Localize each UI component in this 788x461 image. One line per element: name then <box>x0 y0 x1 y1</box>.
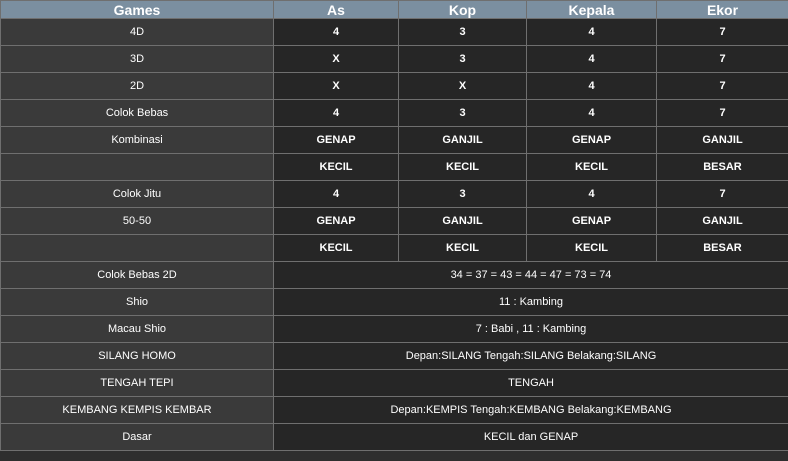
ekor-value: 7 <box>656 72 788 100</box>
kepala-value: 4 <box>526 99 657 127</box>
header-games: Games <box>0 0 274 19</box>
table-row: TENGAH TEPI TENGAH <box>0 369 788 397</box>
result-value: 7 : Babi , 11 : Kambing <box>273 315 788 343</box>
as-value: KECIL <box>273 234 399 262</box>
table-row: Dasar KECIL dan GENAP <box>0 423 788 451</box>
as-value: 4 <box>273 99 399 127</box>
as-value: X <box>273 45 399 73</box>
game-name: Dasar <box>0 423 274 451</box>
kop-value: 3 <box>398 18 527 46</box>
table-row: KECIL KECIL KECIL BESAR <box>0 234 788 262</box>
game-name: Colok Bebas 2D <box>0 261 274 289</box>
table-row: KEMBANG KEMPIS KEMBAR Depan:KEMPIS Tenga… <box>0 396 788 424</box>
table-row: KECIL KECIL KECIL BESAR <box>0 153 788 181</box>
game-name <box>0 234 274 262</box>
game-name: 2D <box>0 72 274 100</box>
as-value: 4 <box>273 18 399 46</box>
ekor-value: GANJIL <box>656 207 788 235</box>
result-value: 11 : Kambing <box>273 288 788 316</box>
kop-value: GANJIL <box>398 207 527 235</box>
header-ekor: Ekor <box>656 0 788 19</box>
result-value: Depan:SILANG Tengah:SILANG Belakang:SILA… <box>273 342 788 370</box>
as-value: GENAP <box>273 207 399 235</box>
as-value: 4 <box>273 180 399 208</box>
result-value: 34 = 37 = 43 = 44 = 47 = 73 = 74 <box>273 261 788 289</box>
header-kop: Kop <box>398 0 527 19</box>
ekor-value: 7 <box>656 99 788 127</box>
game-name: 50-50 <box>0 207 274 235</box>
result-table: Games As Kop Kepala Ekor 4D 4 3 4 7 3D X… <box>0 0 788 451</box>
as-value: GENAP <box>273 126 399 154</box>
kop-value: GANJIL <box>398 126 527 154</box>
game-name: SILANG HOMO <box>0 342 274 370</box>
kop-value: 3 <box>398 45 527 73</box>
kepala-value: KECIL <box>526 153 657 181</box>
table-row: 3D X 3 4 7 <box>0 45 788 73</box>
kop-value: KECIL <box>398 234 527 262</box>
ekor-value: 7 <box>656 45 788 73</box>
ekor-value: BESAR <box>656 234 788 262</box>
kop-value: KECIL <box>398 153 527 181</box>
kepala-value: 4 <box>526 18 657 46</box>
kop-value: 3 <box>398 99 527 127</box>
game-name: 4D <box>0 18 274 46</box>
as-value: KECIL <box>273 153 399 181</box>
kepala-value: 4 <box>526 45 657 73</box>
game-name: 3D <box>0 45 274 73</box>
kepala-value: GENAP <box>526 126 657 154</box>
header-kepala: Kepala <box>526 0 657 19</box>
kop-value: 3 <box>398 180 527 208</box>
kepala-value: GENAP <box>526 207 657 235</box>
game-name: Macau Shio <box>0 315 274 343</box>
table-row: Colok Jitu 4 3 4 7 <box>0 180 788 208</box>
table-row: 2D X X 4 7 <box>0 72 788 100</box>
table-row: Colok Bebas 4 3 4 7 <box>0 99 788 127</box>
game-name: Kombinasi <box>0 126 274 154</box>
table-row: Colok Bebas 2D 34 = 37 = 43 = 44 = 47 = … <box>0 261 788 289</box>
ekor-value: 7 <box>656 18 788 46</box>
table-row: Macau Shio 7 : Babi , 11 : Kambing <box>0 315 788 343</box>
header-row: Games As Kop Kepala Ekor <box>0 0 788 19</box>
table-row: SILANG HOMO Depan:SILANG Tengah:SILANG B… <box>0 342 788 370</box>
result-value: KECIL dan GENAP <box>273 423 788 451</box>
game-name: Shio <box>0 288 274 316</box>
result-value: TENGAH <box>273 369 788 397</box>
result-value: Depan:KEMPIS Tengah:KEMBANG Belakang:KEM… <box>273 396 788 424</box>
ekor-value: 7 <box>656 180 788 208</box>
game-name <box>0 153 274 181</box>
kop-value: X <box>398 72 527 100</box>
as-value: X <box>273 72 399 100</box>
ekor-value: BESAR <box>656 153 788 181</box>
header-as: As <box>273 0 399 19</box>
kepala-value: 4 <box>526 180 657 208</box>
table-row: 4D 4 3 4 7 <box>0 18 788 46</box>
game-name: KEMBANG KEMPIS KEMBAR <box>0 396 274 424</box>
table-row: Shio 11 : Kambing <box>0 288 788 316</box>
table-row: Kombinasi GENAP GANJIL GENAP GANJIL <box>0 126 788 154</box>
kepala-value: KECIL <box>526 234 657 262</box>
game-name: Colok Jitu <box>0 180 274 208</box>
kepala-value: 4 <box>526 72 657 100</box>
game-name: TENGAH TEPI <box>0 369 274 397</box>
table-row: 50-50 GENAP GANJIL GENAP GANJIL <box>0 207 788 235</box>
game-name: Colok Bebas <box>0 99 274 127</box>
ekor-value: GANJIL <box>656 126 788 154</box>
